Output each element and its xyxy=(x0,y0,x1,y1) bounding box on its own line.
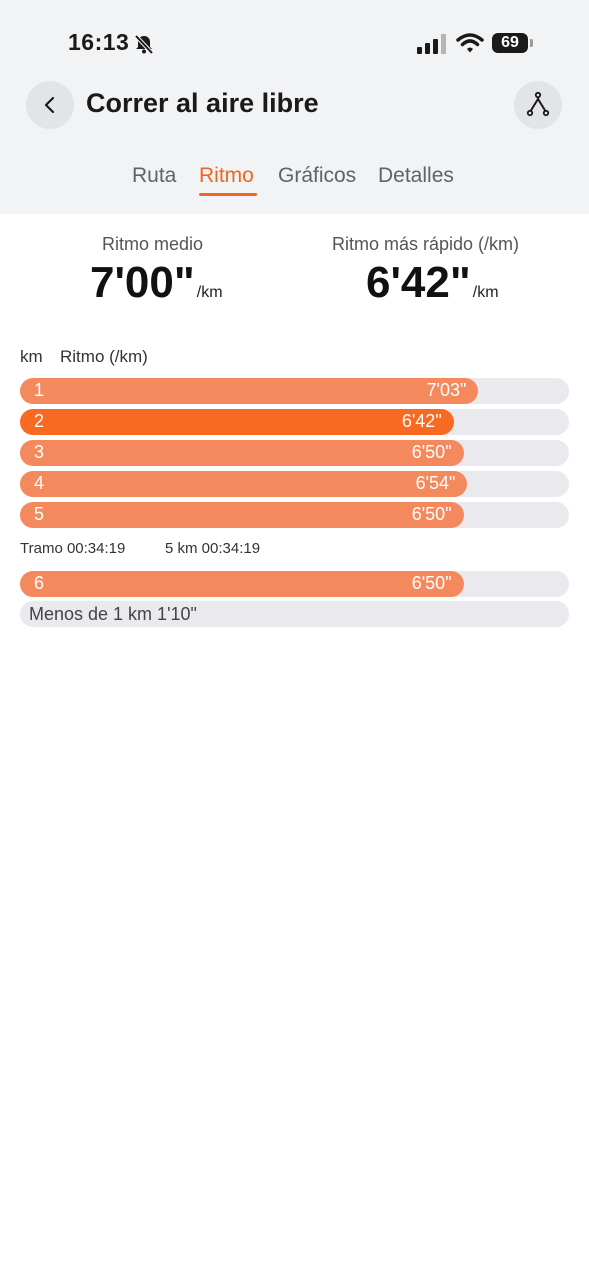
pace-row-extra: 6 6'50" xyxy=(20,571,569,597)
route-button[interactable] xyxy=(514,81,562,129)
avg-pace-unit: /km xyxy=(196,284,223,301)
page-title: Correr al aire libre xyxy=(86,88,319,118)
avg-pace-number: 7'00" xyxy=(90,258,195,307)
pace-row: 4 6'54" xyxy=(20,471,569,497)
pace-row-km: 5 xyxy=(34,504,45,524)
back-button[interactable] xyxy=(26,81,74,129)
pace-bar: 1 7'03" xyxy=(20,378,479,404)
split-time: Tramo 00:34:19 xyxy=(20,540,126,557)
tab-ritmo[interactable]: Ritmo xyxy=(199,164,254,187)
column-header-km: km xyxy=(20,347,43,366)
fastest-pace-number: 6'42" xyxy=(366,258,471,307)
pace-row-value: 6'42" xyxy=(401,411,442,431)
cellular-signal-icon xyxy=(417,34,446,54)
fastest-pace-label: Ritmo más rápido (/km) xyxy=(332,234,520,254)
pace-row-km: 4 xyxy=(34,473,45,493)
battery-indicator: 69 xyxy=(492,33,528,53)
tab-detalles[interactable]: Detalles xyxy=(378,164,454,187)
pace-row-value: 6'50" xyxy=(411,504,452,524)
pace-bar: 5 6'50" xyxy=(20,502,464,528)
route-icon xyxy=(526,91,550,117)
pace-row-value: 7'03" xyxy=(426,380,467,400)
avg-pace-label: Ritmo medio xyxy=(102,234,204,254)
split-5km-time: 5 km 00:34:19 xyxy=(165,540,261,557)
pace-row-km: 3 xyxy=(34,442,45,462)
pace-row: 2 6'42" xyxy=(20,409,569,435)
status-time: 16:13 xyxy=(68,29,130,55)
tab-graficos[interactable]: Gráficos xyxy=(278,164,357,187)
column-header-pace: Ritmo (/km) xyxy=(60,347,148,366)
active-tab-indicator xyxy=(199,193,257,196)
fastest-pace-unit: /km xyxy=(472,284,499,301)
pace-row-km: 1 xyxy=(34,380,45,400)
header-area xyxy=(0,0,589,214)
pace-row-value: 6'50" xyxy=(411,442,452,462)
fastest-pace-value: 6'42"/km xyxy=(366,258,499,308)
battery-tip xyxy=(530,39,533,47)
pace-bar: 3 6'50" xyxy=(20,440,464,466)
pace-bar-fastest: 2 6'42" xyxy=(20,409,454,435)
less-than-1km-row: Menos de 1 km 1'10" xyxy=(20,601,569,627)
pace-row: 3 6'50" xyxy=(20,440,569,466)
pace-row-km: 6 xyxy=(34,573,45,593)
wifi-icon xyxy=(456,33,484,53)
pace-row-value: 6'50" xyxy=(411,573,452,593)
less-than-1km-label: Menos de 1 km 1'10" xyxy=(29,604,197,624)
chevron-left-icon xyxy=(44,96,55,114)
tab-ruta[interactable]: Ruta xyxy=(132,164,177,187)
bell-muted-icon xyxy=(134,34,154,55)
pace-row: 1 7'03" xyxy=(20,378,569,404)
pace-bar: 4 6'54" xyxy=(20,471,468,497)
pace-row: 5 6'50" xyxy=(20,502,569,528)
avg-pace-value: 7'00"/km xyxy=(90,258,223,308)
pace-row-km: 2 xyxy=(34,411,45,431)
pace-row-value: 6'54" xyxy=(415,473,456,493)
pace-bar: 6 6'50" xyxy=(20,571,464,597)
